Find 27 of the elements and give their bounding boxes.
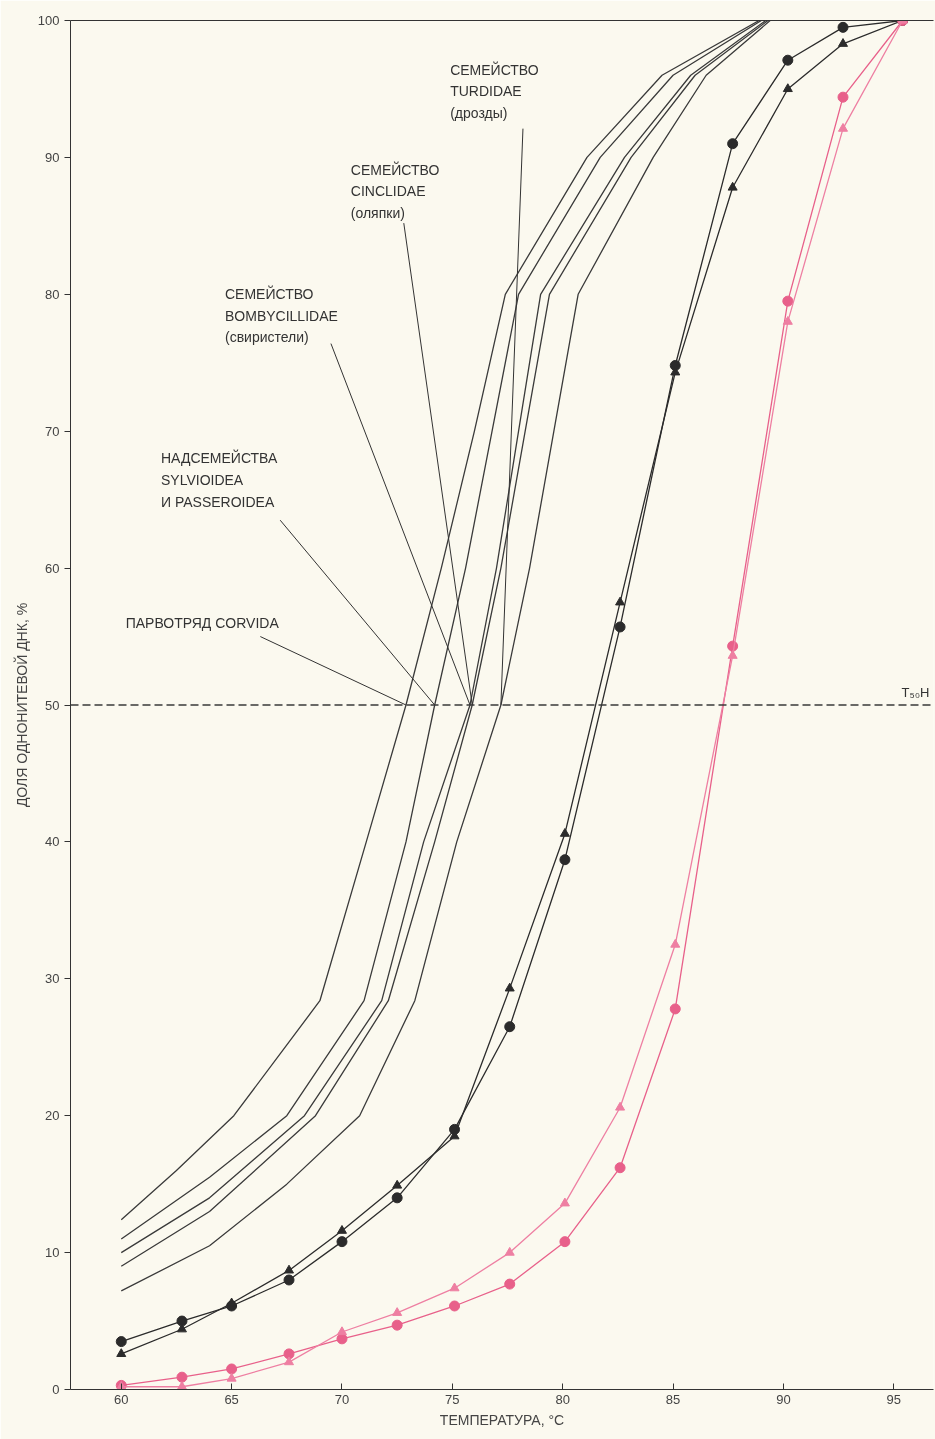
annotation: СЕМЕЙСТВО CINCLIDAE (оляпки)	[350, 160, 440, 221]
x-tick-label: 95	[886, 1391, 902, 1407]
x-tick-label: 80	[555, 1391, 570, 1407]
x-axis-title: ТЕМПЕРАТУРА, °C	[439, 1411, 565, 1428]
y-tick-label: 70	[45, 423, 60, 439]
y-tick-label: 80	[45, 286, 60, 302]
x-tick-label: 70	[334, 1391, 350, 1407]
y-tick-label: 0	[52, 1382, 60, 1397]
y-tick-label: 40	[45, 834, 60, 850]
annotation: ПАРВОТРЯД CORVIDA	[125, 614, 280, 631]
annotation: НАДСЕМЕЙСТВА SYLVIOIDEA И PASSEROIDEA	[160, 449, 278, 510]
x-tick-label: 65	[224, 1391, 239, 1407]
y-tick-label: 50	[45, 697, 60, 713]
x-tick-label: 85	[665, 1391, 681, 1407]
y-tick-label: 10	[45, 1245, 60, 1261]
y-tick-label: 90	[45, 149, 60, 165]
ref-line-label: T₅₀H	[901, 685, 930, 700]
y-axis-title: ДОЛЯ ОДНОНИТЕВОЙ ДНК, %	[12, 602, 30, 808]
y-tick-label: 60	[45, 560, 60, 576]
y-tick-label: 20	[45, 1108, 60, 1124]
x-tick-label: 90	[776, 1391, 791, 1407]
annotation: СЕМЕЙСТВО BOMBYCILLIDAE (свиристели)	[225, 285, 338, 346]
annotation: СЕМЕЙСТВО TURDIDAE (дрозды)	[450, 60, 539, 121]
x-tick-label: 60	[114, 1391, 129, 1407]
y-tick-label: 100	[37, 13, 60, 28]
y-tick-label: 30	[45, 971, 60, 987]
x-tick-label: 75	[445, 1391, 460, 1407]
